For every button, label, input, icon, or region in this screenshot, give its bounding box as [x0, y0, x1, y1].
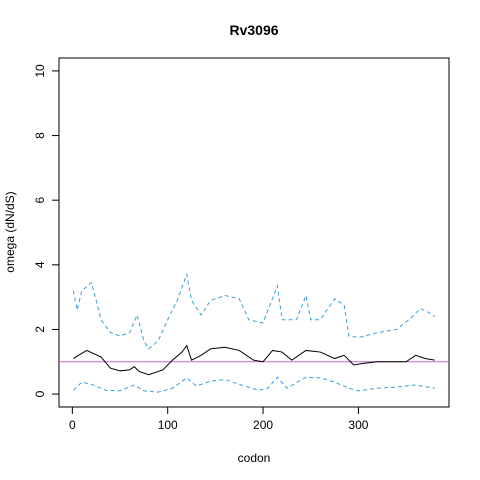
- x-tick-label: 100: [158, 418, 178, 432]
- series-line: [72, 376, 435, 393]
- series-line: [72, 272, 435, 350]
- y-axis-label: omega (dN/dS): [3, 191, 17, 272]
- x-axis-label: codon: [238, 451, 271, 465]
- chart-title: Rv3096: [229, 22, 278, 38]
- x-tick-label: 0: [69, 418, 76, 432]
- plot-box: [58, 57, 450, 408]
- series-line: [73, 344, 435, 376]
- y-tick-label: 4: [33, 261, 47, 268]
- y-tick-label: 0: [33, 390, 47, 397]
- x-tick-label: 200: [253, 418, 273, 432]
- x-tick-label: 300: [348, 418, 368, 432]
- y-tick-label: 6: [33, 197, 47, 204]
- y-tick-label: 10: [33, 64, 47, 78]
- y-tick-label: 2: [33, 326, 47, 333]
- y-tick-label: 8: [33, 132, 47, 139]
